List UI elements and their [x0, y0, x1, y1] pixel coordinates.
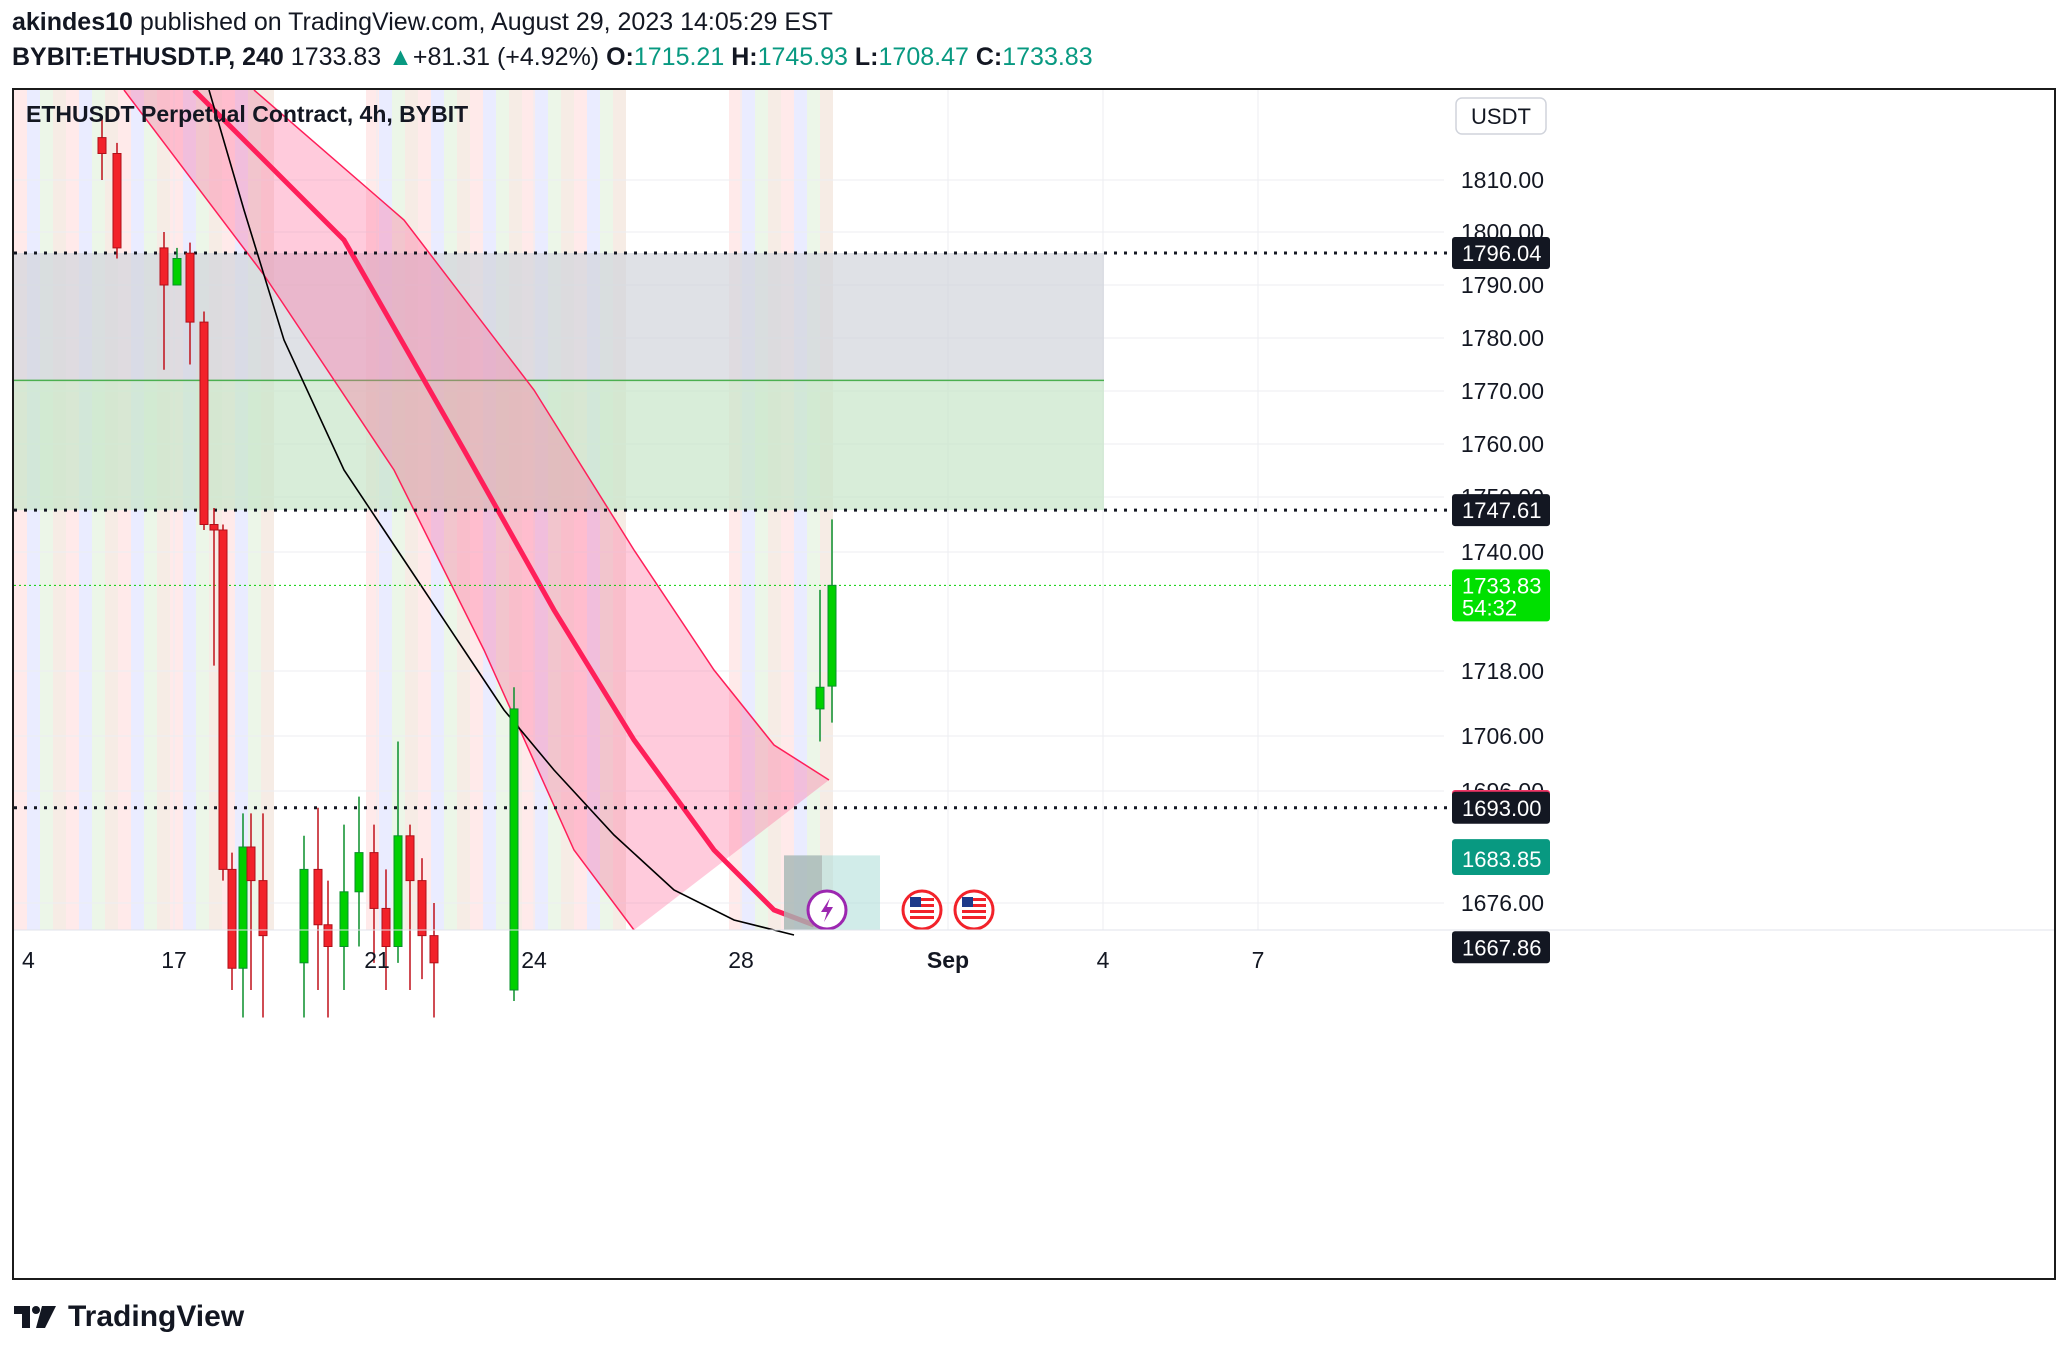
candle-body [815, 686, 825, 710]
price-tick-label: 1676.00 [1461, 890, 1544, 916]
candle-body [429, 935, 439, 964]
candle-body [238, 846, 248, 969]
low-label: L: [854, 43, 879, 71]
price-tick-label: 1790.00 [1461, 272, 1544, 298]
price-badge-label: 1733.83 [1462, 573, 1542, 598]
us-flag-event-icon [953, 889, 995, 931]
footer: TradingView [12, 1300, 244, 1334]
time-tick-label: Sep [927, 947, 969, 973]
candles [97, 116, 837, 1018]
price-badge-label: 1693.00 [1462, 796, 1542, 821]
chart-frame: ETHUSDT Perpetual Contract, 4h, BYBIT USD… [12, 88, 2056, 1280]
candle-body [199, 321, 209, 525]
price-badge-label: 1747.61 [1462, 498, 1542, 523]
us-flag-event-icon [901, 889, 943, 931]
candle-body [172, 258, 182, 286]
candle-body [112, 153, 122, 249]
up-arrow-icon: ▲ [388, 43, 413, 71]
time-tick-label: 24 [521, 947, 547, 973]
price-chart[interactable]: ETHUSDT Perpetual Contract, 4h, BYBIT USD… [14, 90, 2054, 1278]
publish-info: published on TradingView.com, August 29,… [139, 8, 833, 36]
price-tick-label: 1706.00 [1461, 723, 1544, 749]
high-value: 1745.93 [757, 43, 848, 71]
time-tick-label: 4 [1097, 947, 1110, 973]
band-center-line [192, 90, 815, 928]
candle-body [299, 868, 309, 964]
candle-body [97, 137, 107, 154]
price-badge: 1693.00 [1452, 791, 1550, 824]
publish-line: akindes10 published on TradingView.com, … [12, 8, 833, 37]
price-badge: 1683.85 [1452, 843, 1550, 876]
brand-name[interactable]: TradingView [68, 1300, 245, 1333]
candle-body [209, 524, 219, 531]
candle-body [393, 835, 403, 947]
candle-body [159, 247, 169, 286]
price-badge: 1796.04 [1452, 236, 1550, 269]
candle-body [354, 852, 364, 893]
candle-body [417, 880, 427, 937]
price-badge: 1667.86 [1452, 931, 1550, 964]
last-price-value: 1733.83 [290, 43, 382, 71]
price-tick-label: 1760.00 [1461, 431, 1544, 457]
candle-body [381, 907, 391, 947]
price-badge-label: 1796.04 [1462, 241, 1542, 266]
time-tick-label: 28 [728, 947, 754, 973]
tradingview-logo-icon [14, 1306, 56, 1328]
currency-label: USDT [1471, 104, 1531, 129]
candle-body [258, 880, 268, 937]
candle-body [313, 868, 323, 926]
price-tick-label: 1810.00 [1461, 167, 1544, 193]
candle-body [405, 835, 415, 882]
close-label: C: [975, 43, 1003, 71]
candle-body [369, 852, 379, 909]
chart-title: ETHUSDT Perpetual Contract, 4h, BYBIT [26, 101, 468, 127]
price-badge: 1747.61 [1452, 494, 1550, 527]
symbol-label: BYBIT:ETHUSDT.P, 240 [12, 43, 284, 71]
ohlc-line: BYBIT:ETHUSDT.P, 240 1733.83 ▲+81.31 (+4… [12, 43, 1093, 72]
candle-body [339, 891, 349, 947]
price-tick-label: 1770.00 [1461, 378, 1544, 404]
low-value: 1708.47 [878, 43, 969, 71]
price-badge-label: 1683.85 [1462, 847, 1542, 872]
zone-demand [14, 380, 1104, 511]
candle-body [227, 868, 237, 969]
time-tick-label: 7 [1252, 947, 1265, 973]
candle-body [323, 924, 333, 947]
candle-body [827, 584, 837, 687]
candle-body [246, 846, 256, 882]
zone-supply [14, 252, 1104, 381]
countdown-label: 54:32 [1462, 595, 1517, 620]
candle-body [218, 529, 228, 870]
band-lower-line [123, 90, 635, 931]
open-value: 1715.21 [633, 43, 725, 71]
change-value: +81.31 (+4.92%) [412, 43, 600, 71]
price-tick-label: 1740.00 [1461, 539, 1544, 565]
lightning-event-icon [806, 889, 848, 931]
open-label: O: [606, 43, 634, 71]
price-tick-label: 1780.00 [1461, 325, 1544, 351]
time-tick-label: 21 [364, 947, 390, 973]
candle-body [509, 708, 519, 991]
currency-button[interactable]: USDT [1455, 97, 1547, 135]
candle-body [185, 252, 195, 323]
time-tick-label: 4 [22, 947, 35, 973]
price-tick-label: 1718.00 [1461, 658, 1544, 684]
high-label: H: [731, 43, 758, 71]
price-badge-label: 1667.86 [1462, 935, 1542, 960]
close-value: 1733.83 [1002, 43, 1093, 71]
time-tick-label: 17 [161, 947, 187, 973]
moving-average-line [208, 90, 795, 936]
band-upper-line [253, 90, 830, 781]
author-name[interactable]: akindes10 [12, 8, 133, 36]
